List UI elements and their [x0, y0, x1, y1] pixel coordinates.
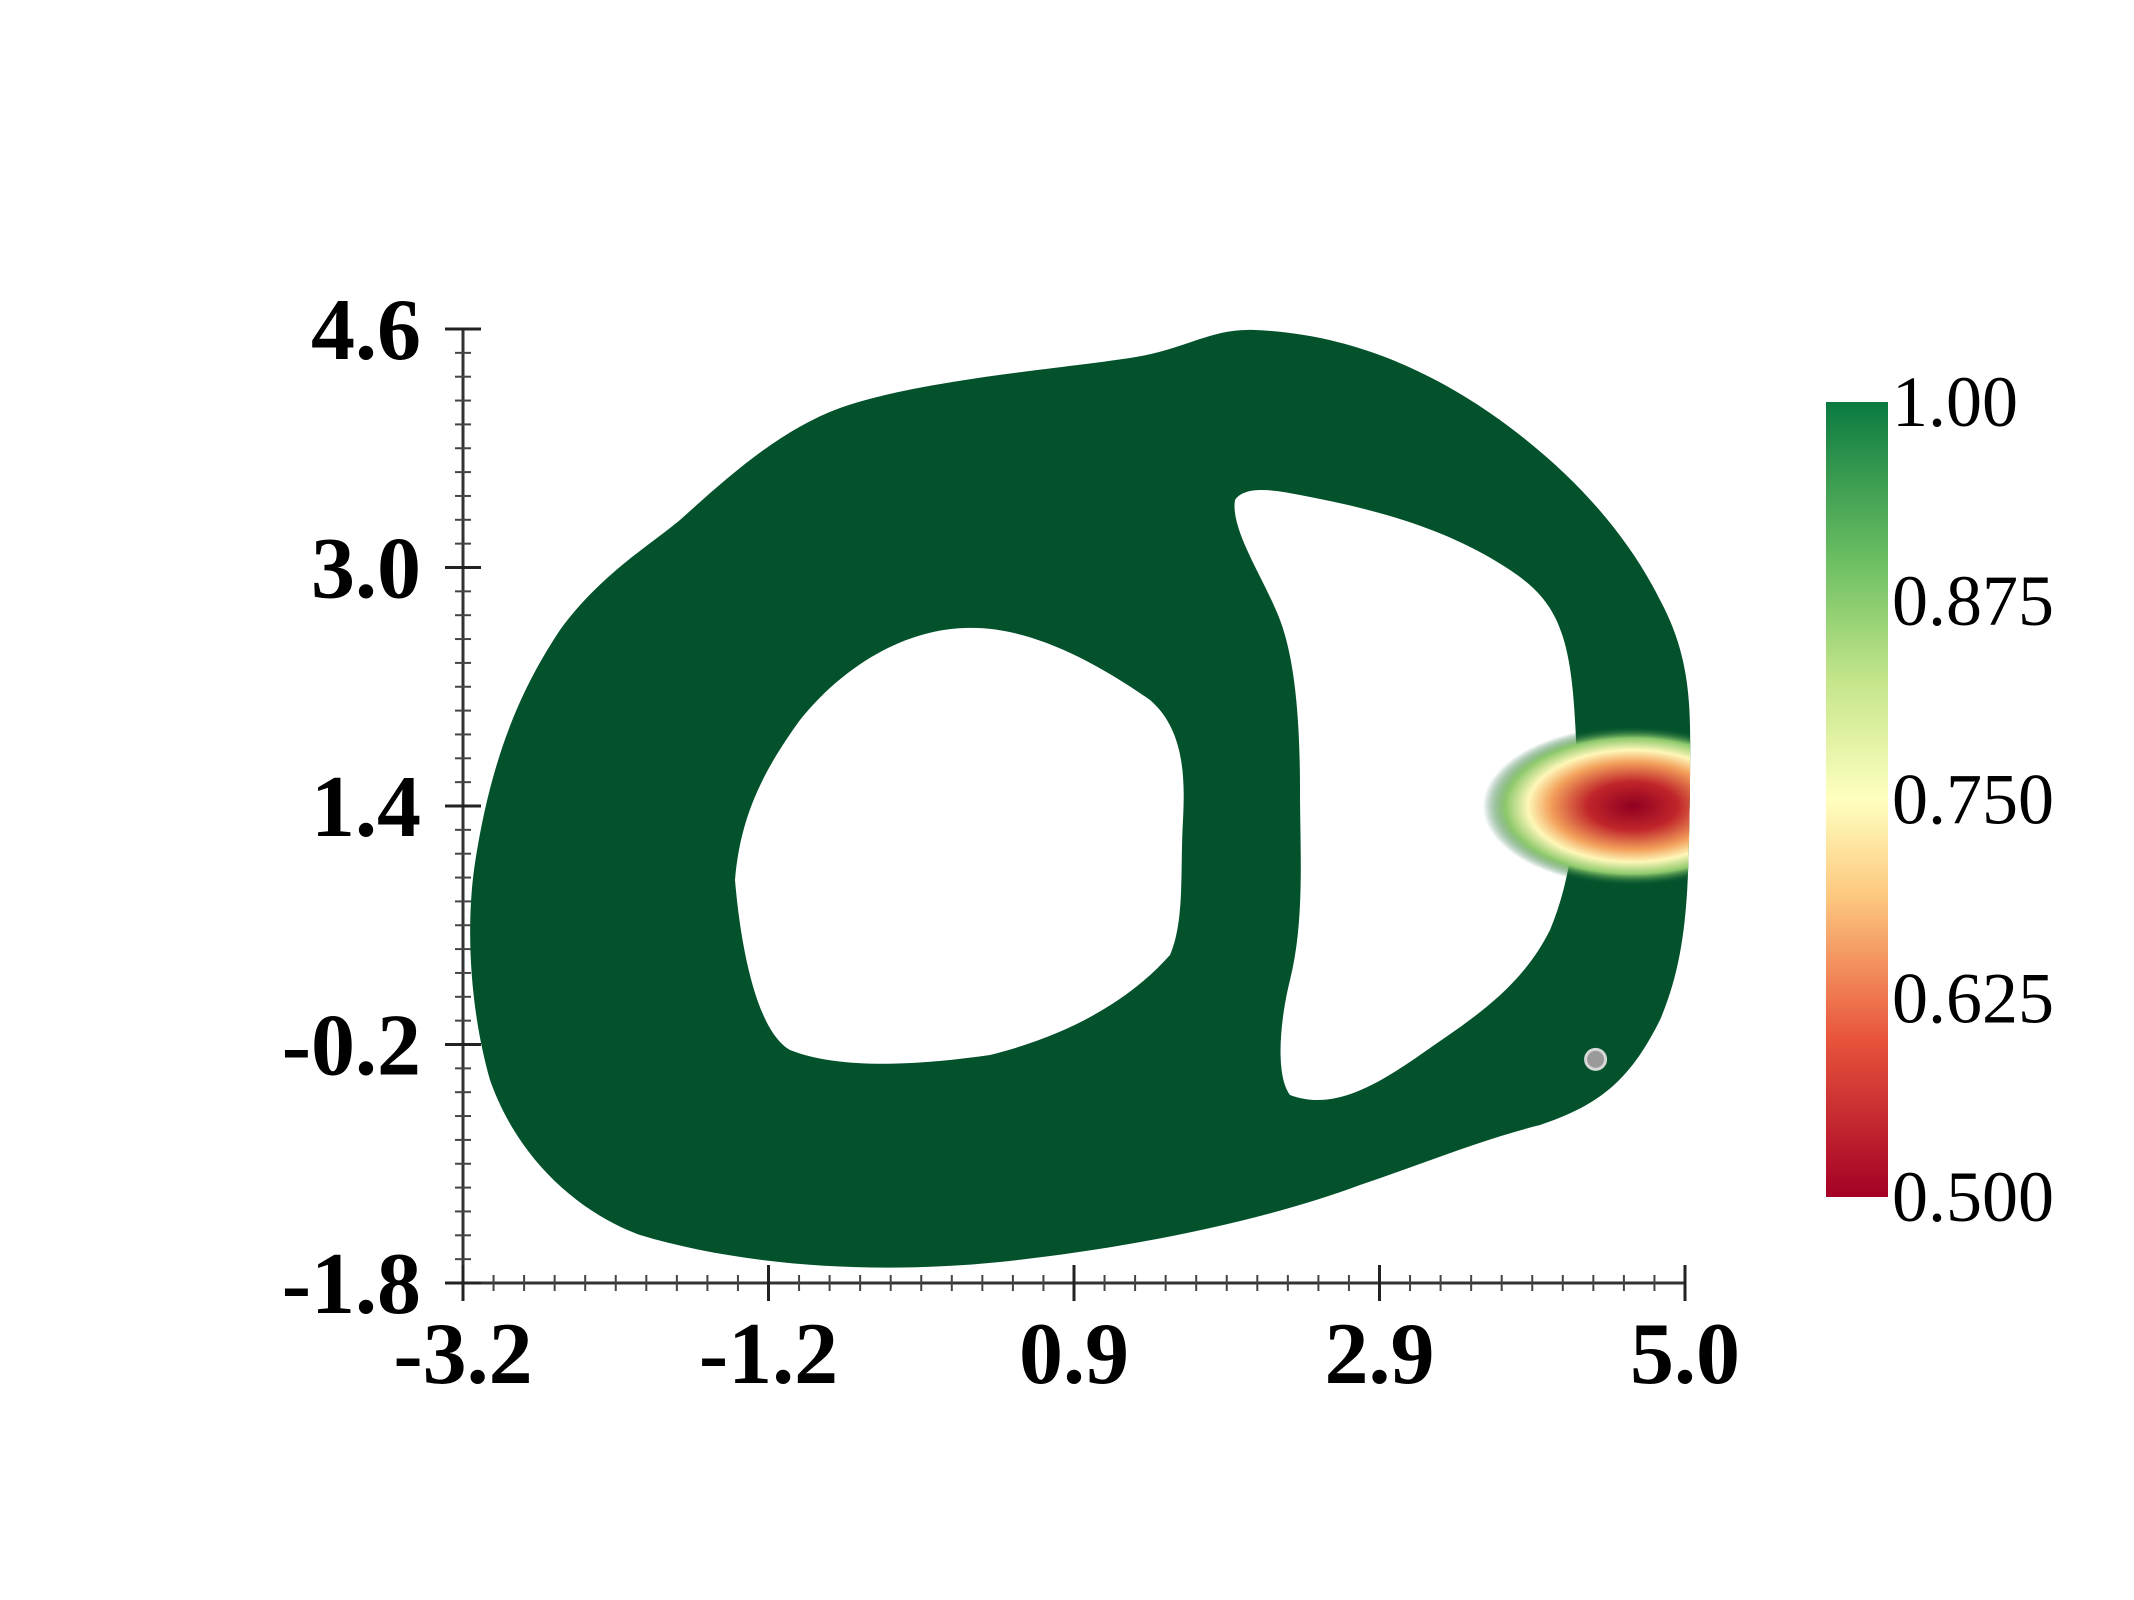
domain-shape [470, 329, 1691, 1268]
colorbar: 1.00 0.875 0.750 0.625 0.500 [1826, 362, 2054, 1237]
x-tick-label: 0.9 [1019, 1306, 1129, 1403]
y-tick-label: 3.0 [311, 521, 421, 618]
y-tick-label: -1.8 [282, 1236, 421, 1333]
y-tick-label: 1.4 [311, 759, 421, 856]
axes: 4.6 3.0 1.4 -0.2 -1.8 -3.2 -1.2 0.9 2.9 5.0 [282, 282, 1740, 1403]
marker-point [1584, 1047, 1608, 1071]
y-tick-labels: 4.6 3.0 1.4 -0.2 -1.8 [282, 282, 421, 1333]
x-major-ticks [461, 1265, 1687, 1301]
x-tick-label: 5.0 [1630, 1306, 1740, 1403]
colorbar-bar [1826, 402, 1888, 1197]
colorbar-label: 0.625 [1892, 958, 2054, 1038]
y-tick-label: -0.2 [282, 998, 421, 1095]
x-tick-labels: -3.2 -1.2 0.9 2.9 5.0 [393, 1306, 1740, 1403]
colorbar-label: 0.875 [1892, 561, 2054, 641]
colorbar-label: 0.750 [1892, 760, 2054, 840]
y-tick-label: 4.6 [311, 282, 421, 379]
low-value-spot [1482, 726, 1691, 886]
x-tick-label: 2.9 [1325, 1306, 1435, 1403]
colorbar-label: 0.500 [1892, 1157, 2054, 1237]
x-tick-label: -1.2 [699, 1306, 838, 1403]
colorbar-label: 1.00 [1892, 362, 2018, 442]
domain-field [470, 329, 1691, 1268]
colorbar-labels: 1.00 0.875 0.750 0.625 0.500 [1892, 362, 2054, 1237]
x-tick-label: -3.2 [393, 1306, 532, 1403]
